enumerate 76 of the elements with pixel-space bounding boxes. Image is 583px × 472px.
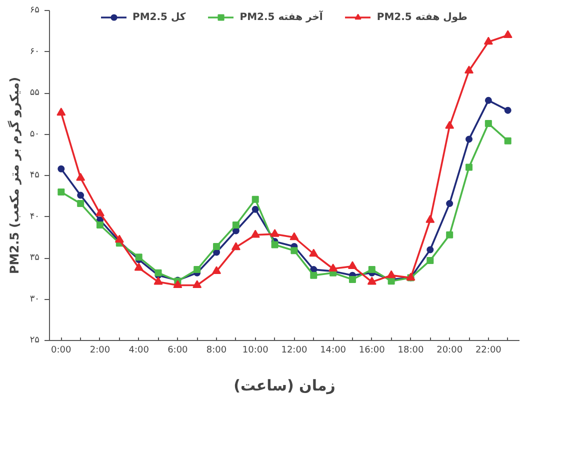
point bbox=[368, 266, 376, 274]
point bbox=[445, 120, 454, 129]
point bbox=[213, 242, 220, 250]
point bbox=[328, 264, 338, 272]
point bbox=[232, 222, 240, 228]
point bbox=[466, 136, 473, 143]
x-tick-label: 2:00 bbox=[90, 346, 110, 356]
point bbox=[446, 200, 454, 208]
point bbox=[348, 261, 357, 270]
x-tick-label: 4:00 bbox=[128, 346, 150, 356]
x-tick-label: 0:00 bbox=[51, 346, 72, 356]
point bbox=[446, 231, 454, 238]
y-axis-title: PM2.5 (میکرو گرم بر متر مکعب) bbox=[8, 77, 22, 274]
y-tick-label: ۳۰ bbox=[30, 294, 40, 304]
point bbox=[231, 242, 240, 250]
point bbox=[173, 280, 182, 288]
point bbox=[56, 108, 66, 116]
point bbox=[504, 106, 512, 114]
point bbox=[270, 228, 280, 237]
point bbox=[58, 165, 65, 172]
legend-label: PM2.5 کل bbox=[132, 10, 186, 24]
point bbox=[290, 232, 299, 240]
x-tick-label: 6:00 bbox=[168, 346, 188, 356]
point bbox=[192, 280, 202, 288]
point bbox=[252, 196, 259, 203]
point bbox=[77, 200, 84, 208]
point bbox=[252, 206, 259, 213]
point bbox=[96, 222, 104, 228]
point bbox=[154, 269, 162, 276]
point bbox=[114, 234, 124, 243]
point bbox=[154, 276, 163, 285]
point bbox=[504, 137, 512, 144]
point bbox=[95, 208, 104, 216]
y-tick-label: ۵۵ bbox=[30, 88, 40, 98]
point bbox=[194, 266, 201, 274]
point bbox=[426, 246, 434, 254]
x-tick-label: 22:00 bbox=[475, 346, 502, 356]
y-tick-label: ۵۰ bbox=[30, 129, 40, 140]
y-tick-label: ۳۵ bbox=[30, 253, 40, 263]
point bbox=[76, 172, 86, 181]
y-tick-label: ۶۵ bbox=[30, 6, 40, 16]
point bbox=[212, 266, 222, 274]
point bbox=[77, 192, 84, 199]
legend-label: PM2.5 طول هفته bbox=[376, 10, 468, 24]
point bbox=[426, 214, 435, 223]
point bbox=[310, 272, 318, 279]
point bbox=[466, 164, 473, 171]
x-tick-label: 14:00 bbox=[320, 346, 346, 356]
x-tick-label: 16:00 bbox=[358, 346, 386, 356]
point bbox=[58, 188, 65, 196]
point bbox=[134, 262, 144, 271]
point bbox=[250, 230, 260, 238]
point bbox=[135, 254, 142, 261]
point bbox=[386, 270, 396, 278]
point bbox=[426, 256, 434, 264]
point bbox=[484, 120, 492, 128]
point bbox=[271, 241, 278, 248]
x-tick-label: 12:00 bbox=[281, 346, 308, 356]
x-tick-label: 8:00 bbox=[206, 346, 227, 356]
legend-label: PM2.5 آخر هفته bbox=[240, 10, 323, 24]
point bbox=[367, 276, 376, 285]
x-tick-label: 20:00 bbox=[436, 346, 463, 356]
point bbox=[503, 30, 512, 38]
x-axis-title: زمان (ساعت) bbox=[234, 376, 336, 394]
point bbox=[484, 36, 493, 45]
y-tick-label: ۶۰ bbox=[30, 46, 40, 57]
point bbox=[464, 66, 474, 74]
point bbox=[290, 247, 298, 254]
point bbox=[484, 96, 492, 104]
y-tick-label: ۴۰ bbox=[30, 212, 40, 222]
point bbox=[348, 276, 356, 283]
y-tick-label: ۴۵ bbox=[30, 170, 40, 180]
y-tick-label: ۲۵ bbox=[30, 336, 40, 346]
point bbox=[309, 248, 318, 257]
x-tick-label: 10:00 bbox=[242, 346, 269, 356]
x-tick-label: 18:00 bbox=[398, 346, 424, 356]
